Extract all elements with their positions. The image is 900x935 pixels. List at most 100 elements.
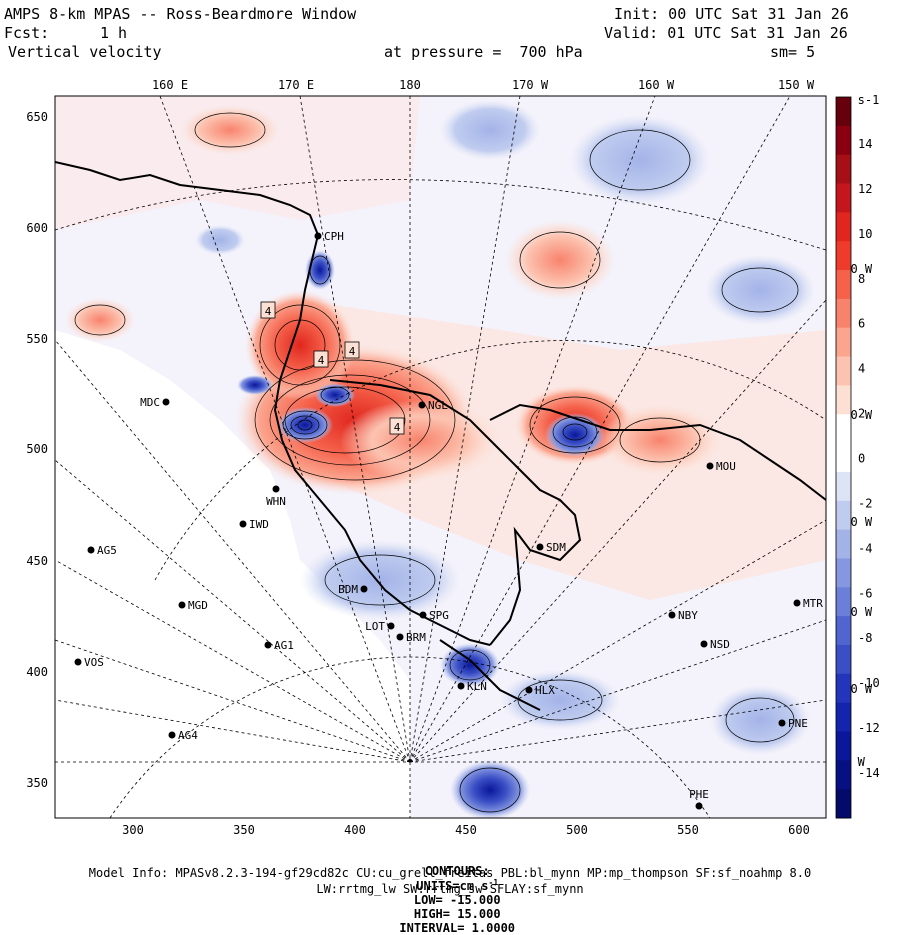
station-label: BRM (406, 631, 426, 644)
bottom-tick-label: 600 (788, 823, 810, 837)
left-tick-label: 600 (26, 221, 48, 235)
colorbar-swatch (836, 125, 851, 156)
colorbar-label: 0 (858, 452, 865, 466)
field-name: Vertical velocity (8, 43, 162, 61)
no-data-region (55, 330, 410, 818)
colorbar-swatch (836, 644, 851, 675)
bottom-tick-label: 500 (566, 823, 588, 837)
station-marker (695, 802, 703, 810)
pressure-level: at pressure = 700 hPa (384, 43, 583, 61)
station-label: IWD (249, 518, 269, 531)
plot-area (55, 96, 826, 818)
station-marker (419, 611, 427, 619)
colorbar-label: -6 (858, 586, 872, 600)
bottom-tick-label: 400 (344, 823, 366, 837)
forecast-label: Fcst: (4, 24, 50, 42)
station-label: WHN (266, 495, 286, 508)
colorbar-swatch (836, 673, 851, 704)
colorbar-swatch (836, 587, 851, 617)
top-tick-label: 170 E (278, 78, 314, 92)
colorbar-swatch (836, 616, 851, 646)
station-label: MTR (803, 597, 823, 610)
contours-units: UNITS=cm s-1 (416, 878, 499, 893)
station-marker (525, 686, 533, 694)
top-tick-label: 160 E (152, 78, 188, 92)
station-marker (168, 731, 176, 739)
colorbar-swatch (836, 298, 851, 329)
station-marker (418, 401, 426, 409)
colorbar-label: -4 (858, 541, 872, 555)
left-tick-label: 650 (26, 110, 48, 124)
station-marker (314, 232, 322, 240)
bottom-axis: 300 350 400 450 500 550 600 (122, 823, 810, 837)
valid-time: Valid: 01 UTC Sat 31 Jan 26 (604, 24, 848, 42)
top-axis: 160 E 170 E 180 170 W 160 W 150 W (152, 78, 815, 92)
forecast-hour: 1 h (100, 24, 128, 42)
station-label: CPH (324, 230, 344, 243)
bottom-tick-label: 450 (455, 823, 477, 837)
colorbar-swatch (836, 154, 851, 185)
contour-label: 4 (394, 421, 401, 434)
station-label: AG1 (274, 639, 294, 652)
top-tick-label: 170 W (512, 78, 549, 92)
bottom-tick-label: 300 (122, 823, 144, 837)
colorbar-label: -10 (858, 676, 880, 690)
colorbar-label: 2 (858, 407, 865, 421)
colorbar-swatch (836, 558, 851, 588)
station-marker (239, 520, 247, 528)
station-marker (793, 599, 801, 607)
station-marker (387, 622, 395, 630)
colorbar-swatch (836, 356, 851, 386)
contours-label: CONTOURS: (424, 864, 490, 878)
model-info: Model Info: MPASv8.2.3-194-gf29cd82c CU:… (88, 866, 812, 880)
station-label: SPG (429, 609, 449, 622)
colorbar-swatch (836, 500, 851, 531)
station-label: BDM (338, 583, 358, 596)
smoothing: sm= 5 (770, 43, 816, 61)
station-marker (700, 640, 708, 648)
left-tick-label: 500 (26, 442, 48, 456)
colorbar-label: 6 (858, 317, 865, 331)
colorbar-label: 14 (858, 137, 872, 151)
graticule (55, 96, 826, 818)
station-marker (668, 611, 676, 619)
station-label: AG4 (178, 729, 198, 742)
station-marker (396, 633, 404, 641)
colorbar-swatch (836, 731, 851, 761)
downdraft-core (277, 407, 333, 443)
station-marker (87, 546, 95, 554)
station-label: PHE (689, 788, 709, 801)
north-tint-region (55, 96, 420, 230)
map-canvas: 160 E 170 E 180 170 W 160 W 150 W 650 60… (26, 78, 880, 837)
contours-interval: INTERVAL= 1.0000 (399, 921, 516, 935)
colorbar-swatch (836, 183, 851, 213)
contours-high: HIGH= 15.000 (413, 907, 501, 921)
top-tick-label: 150 W (778, 78, 815, 92)
station-label: MDC (140, 396, 160, 409)
init-time: Init: 00 UTC Sat 31 Jan 26 (614, 5, 849, 23)
station-label: NGL (428, 399, 448, 412)
station-label: AG5 (97, 544, 117, 557)
left-tick-label: 550 (26, 332, 48, 346)
colorbar-label: -2 (858, 496, 872, 510)
station-label: VOS (84, 656, 104, 669)
station-marker (162, 398, 170, 406)
contour-label: 4 (265, 305, 272, 318)
colorbar-label: 8 (858, 272, 865, 286)
colorbar-label: -14 (858, 766, 880, 780)
contour-label: 4 (349, 345, 356, 358)
station-marker (272, 485, 280, 493)
contour-value-labels: 4 4 4 4 (260, 301, 405, 435)
colorbar-swatch (836, 97, 851, 127)
station-label: KLN (467, 680, 487, 693)
station-label: NSD (710, 638, 730, 651)
colorbar-label: 12 (858, 182, 872, 196)
colorbar-swatch (836, 471, 851, 502)
colorbar-frame (835, 96, 852, 819)
station-marker (536, 543, 544, 551)
colorbar-swatch (836, 760, 851, 790)
colorbar-swatch (836, 212, 851, 242)
station-label: MOU (716, 460, 736, 473)
stations-layer: MDC NGL WHN IWD AG5 SDM BDM SPG LOT BRM MGD AG1 VOS K… (74, 230, 823, 810)
station-label: MGD (188, 599, 208, 612)
